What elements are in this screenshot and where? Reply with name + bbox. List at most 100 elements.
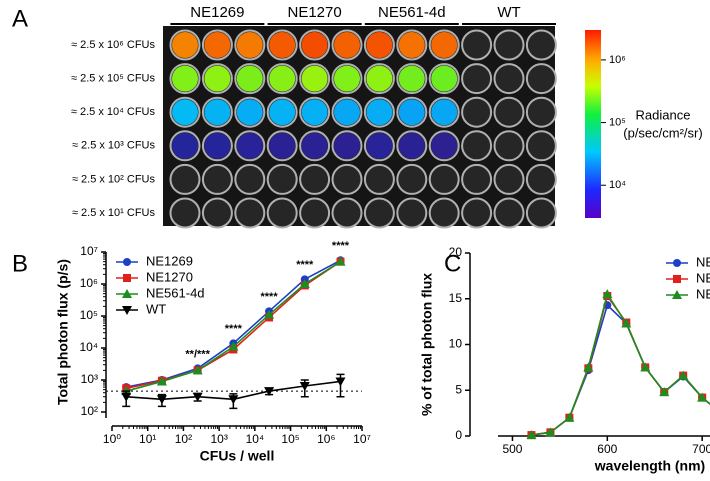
y-tick-label: 15	[449, 291, 463, 305]
well-signal	[366, 132, 393, 159]
well	[428, 197, 460, 229]
group-label: WT	[497, 4, 520, 21]
well-signal	[334, 32, 360, 58]
x-tick-label: 10¹	[139, 432, 156, 446]
well	[525, 96, 557, 128]
well	[525, 197, 557, 229]
y-tick-label: 10	[449, 337, 463, 351]
x-tick-label: 10⁶	[317, 432, 335, 446]
colorbar-tick-label: 10⁶	[609, 54, 626, 66]
series-line	[531, 294, 710, 436]
well-signal	[431, 32, 458, 58]
well	[234, 163, 266, 195]
y-tick-label: 10⁶	[80, 276, 98, 290]
well-signal	[236, 132, 263, 159]
well-signal	[366, 32, 393, 58]
well-signal	[269, 132, 296, 159]
x-tick-label: 10⁴	[246, 432, 265, 446]
well	[461, 163, 493, 195]
well	[525, 63, 557, 95]
well-signal	[204, 132, 231, 159]
y-tick-label: 20	[449, 245, 463, 259]
well-signal	[334, 99, 360, 126]
marker	[156, 376, 167, 386]
marker	[123, 258, 131, 266]
marker	[122, 306, 132, 315]
well-signal	[236, 99, 263, 126]
y-tick-label: 10⁷	[80, 244, 98, 258]
panel-label: A	[12, 5, 28, 32]
row-label: ≈ 2.5 x 10¹ CFUs	[72, 207, 156, 219]
marker	[526, 430, 537, 440]
marker	[335, 256, 346, 266]
well	[299, 197, 331, 229]
marker	[228, 341, 239, 351]
marker	[672, 290, 682, 299]
row-label: ≈ 2.5 x 10³ CFUs	[72, 140, 156, 152]
marker	[156, 395, 167, 405]
marker	[678, 370, 689, 380]
row-label: ≈ 2.5 x 10⁶ CFUs	[71, 39, 155, 51]
well-signal	[398, 32, 425, 58]
marker	[564, 412, 575, 422]
x-axis-label: wavelength (nm)	[594, 458, 705, 474]
well	[493, 130, 525, 162]
y-tick-label: 10⁵	[80, 308, 98, 322]
significance-label: **/***	[185, 348, 210, 360]
well	[299, 163, 331, 195]
well	[525, 130, 557, 162]
well	[493, 197, 525, 229]
group-label: NE561-4d	[378, 4, 446, 21]
legend-label: NE1269	[696, 254, 710, 269]
y-tick-label: 0	[455, 428, 462, 442]
series-line	[531, 292, 710, 436]
row-label: ≈ 2.5 x 10⁵ CFUs	[71, 73, 155, 85]
well-signal	[398, 132, 425, 159]
y-tick-label: 10²	[81, 404, 98, 418]
well	[331, 197, 363, 229]
marker	[192, 365, 203, 375]
y-tick-label: 10⁴	[79, 340, 98, 354]
x-tick-label: 10²	[175, 432, 192, 446]
y-axis-label: % of total photon flux	[419, 273, 435, 416]
marker	[228, 395, 239, 405]
significance-label: ****	[225, 323, 243, 335]
well-signal	[431, 132, 458, 159]
x-tick-label: 10⁵	[281, 432, 299, 446]
marker	[335, 377, 346, 387]
well	[234, 197, 266, 229]
colorbar-unit: (p/sec/cm²/sr)	[623, 125, 702, 140]
legend-label: NE1270	[146, 269, 193, 284]
well-signal	[301, 32, 328, 58]
y-tick-label: 10³	[81, 372, 98, 386]
colorbar-tick-label: 10⁴	[609, 179, 626, 191]
well	[493, 163, 525, 195]
marker	[545, 427, 556, 437]
well	[266, 163, 298, 195]
group-label: NE1269	[190, 4, 244, 21]
series-line	[531, 303, 710, 436]
marker	[299, 381, 310, 391]
marker	[121, 392, 132, 402]
marker	[123, 274, 131, 282]
legend-label: NE1269	[146, 253, 193, 268]
x-tick-label: 500	[502, 442, 522, 456]
x-axis-label: CFUs / well	[200, 448, 275, 464]
well-signal	[269, 65, 296, 92]
well	[461, 197, 493, 229]
legend-label: NE561-4d	[146, 285, 205, 300]
well-signal	[204, 65, 231, 92]
significance-label: ****	[332, 240, 350, 252]
plate-image	[163, 26, 555, 226]
marker	[659, 387, 670, 397]
well	[201, 197, 233, 229]
well-signal	[334, 65, 360, 92]
marker	[264, 387, 275, 397]
well-signal	[398, 99, 425, 126]
well	[461, 130, 493, 162]
colorbar-tick-label: 10⁵	[609, 116, 626, 128]
well	[201, 163, 233, 195]
well-signal	[269, 99, 296, 126]
colorbar	[585, 30, 601, 218]
panel-label: C	[444, 250, 461, 277]
